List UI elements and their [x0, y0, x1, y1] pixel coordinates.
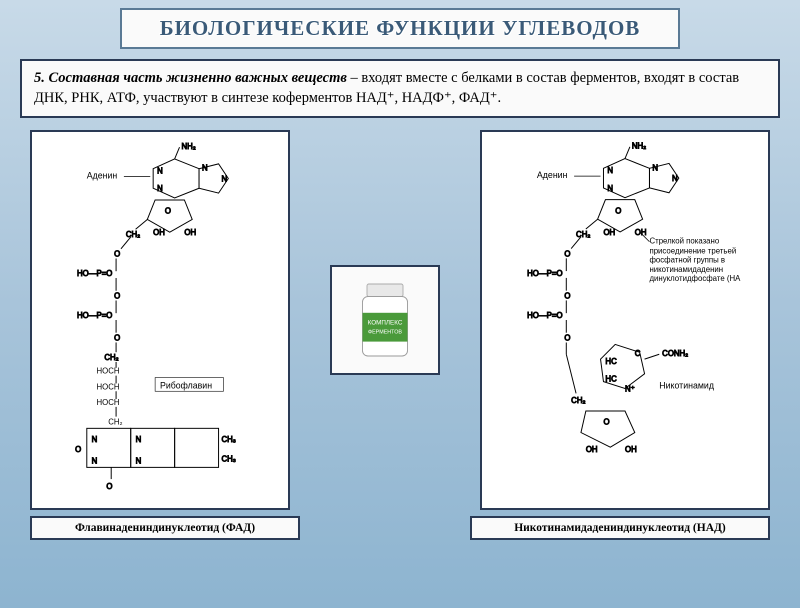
svg-text:HC: HC	[605, 375, 617, 384]
svg-text:HO—P=O: HO—P=O	[77, 311, 112, 320]
bottle-box: КОМПЛЕКС ФЕРМЕНТОВ	[330, 265, 440, 375]
nad-panel: NH₂ N N N N Аденин O CH₂ OH OH Стрелкой …	[480, 130, 770, 510]
nad-note: Стрелкой показано присоединение третьей …	[649, 237, 757, 284]
svg-text:O: O	[106, 482, 112, 491]
svg-text:N: N	[202, 164, 208, 173]
svg-text:N: N	[221, 175, 227, 184]
title-box: Биологические функции углеводов	[120, 8, 680, 49]
description-lead: 5. Составная часть жизненно важных вещес…	[34, 70, 347, 86]
svg-text:CH₃: CH₃	[221, 455, 235, 464]
svg-text:CONH₂: CONH₂	[662, 349, 688, 358]
svg-text:NH₂: NH₂	[181, 142, 195, 151]
svg-text:O: O	[165, 207, 171, 216]
page-title: Биологические функции углеводов	[132, 16, 668, 41]
svg-text:CH₂: CH₂	[126, 230, 140, 239]
svg-text:N: N	[157, 167, 163, 176]
svg-text:OH: OH	[184, 228, 196, 237]
nicotinamide-label: Никотинамид	[659, 381, 714, 391]
svg-text:OH: OH	[603, 228, 615, 237]
svg-text:OH: OH	[153, 228, 165, 237]
captions-row: Флавинадениндинуклеотид (ФАД) Никотинами…	[0, 510, 800, 540]
svg-text:N: N	[92, 435, 98, 444]
svg-text:O: O	[114, 334, 120, 343]
svg-text:O: O	[564, 250, 570, 259]
riboflavin-label: Рибофлавин	[160, 380, 212, 390]
svg-text:HO—P=O: HO—P=O	[527, 269, 562, 278]
svg-text:CH₂: CH₂	[571, 396, 585, 405]
svg-text:N: N	[607, 166, 613, 175]
svg-text:КОМПЛЕКС: КОМПЛЕКС	[368, 320, 403, 327]
description-text: 5. Составная часть жизненно важных вещес…	[34, 69, 766, 108]
nad-caption: Никотинамидадениндинуклеотид (НАД)	[470, 516, 770, 540]
svg-text:HC: HC	[605, 357, 617, 366]
svg-text:N: N	[672, 174, 678, 183]
svg-text:N: N	[652, 163, 658, 172]
svg-text:C: C	[635, 349, 641, 358]
svg-text:HOCH: HOCH	[97, 398, 120, 407]
svg-text:HO—P=O: HO—P=O	[77, 269, 112, 278]
svg-text:N: N	[136, 435, 142, 444]
svg-text:N⁺: N⁺	[625, 385, 635, 394]
svg-text:CH₂: CH₂	[104, 353, 118, 362]
adenine-label: Аденин	[87, 171, 118, 181]
fad-structure: NH₂ N N N N Аденин O CH₂ OH OH O HO—P=	[38, 138, 282, 502]
svg-text:N: N	[157, 184, 163, 193]
svg-text:O: O	[114, 292, 120, 301]
bottle-icon: КОМПЛЕКС ФЕРМЕНТОВ	[340, 275, 430, 365]
svg-text:HO—P=O: HO—P=O	[527, 311, 562, 320]
svg-text:HOCH: HOCH	[97, 367, 120, 376]
svg-text:OH: OH	[586, 445, 598, 454]
svg-text:O: O	[564, 334, 570, 343]
svg-text:O: O	[615, 206, 621, 215]
svg-text:HOCH: HOCH	[97, 382, 120, 391]
nad-structure: NH₂ N N N N Аденин O CH₂ OH OH Стрелкой …	[488, 138, 762, 502]
svg-text:O: O	[114, 250, 120, 259]
svg-text:CH₃: CH₃	[221, 435, 235, 444]
svg-text:N: N	[136, 457, 142, 466]
svg-text:ФЕРМЕНТОВ: ФЕРМЕНТОВ	[368, 330, 402, 336]
svg-text:N: N	[607, 184, 613, 193]
svg-text:CH₂: CH₂	[576, 230, 590, 239]
svg-text:O: O	[75, 445, 81, 454]
fad-caption: Флавинадениндинуклеотид (ФАД)	[30, 516, 300, 540]
adenine-label-r: Аденин	[537, 170, 568, 180]
fad-panel: NH₂ N N N N Аденин O CH₂ OH OH O HO—P=	[30, 130, 290, 510]
svg-text:N: N	[92, 457, 98, 466]
diagrams-row: NH₂ N N N N Аденин O CH₂ OH OH O HO—P=	[0, 130, 800, 510]
svg-text:NH₂: NH₂	[632, 142, 646, 151]
svg-text:O: O	[564, 292, 570, 301]
description-box: 5. Составная часть жизненно важных вещес…	[20, 59, 780, 118]
svg-text:O: O	[603, 418, 609, 427]
bottle-column: КОМПЛЕКС ФЕРМЕНТОВ	[320, 130, 450, 510]
svg-text:CH₂: CH₂	[108, 418, 122, 427]
svg-text:OH: OH	[625, 445, 637, 454]
